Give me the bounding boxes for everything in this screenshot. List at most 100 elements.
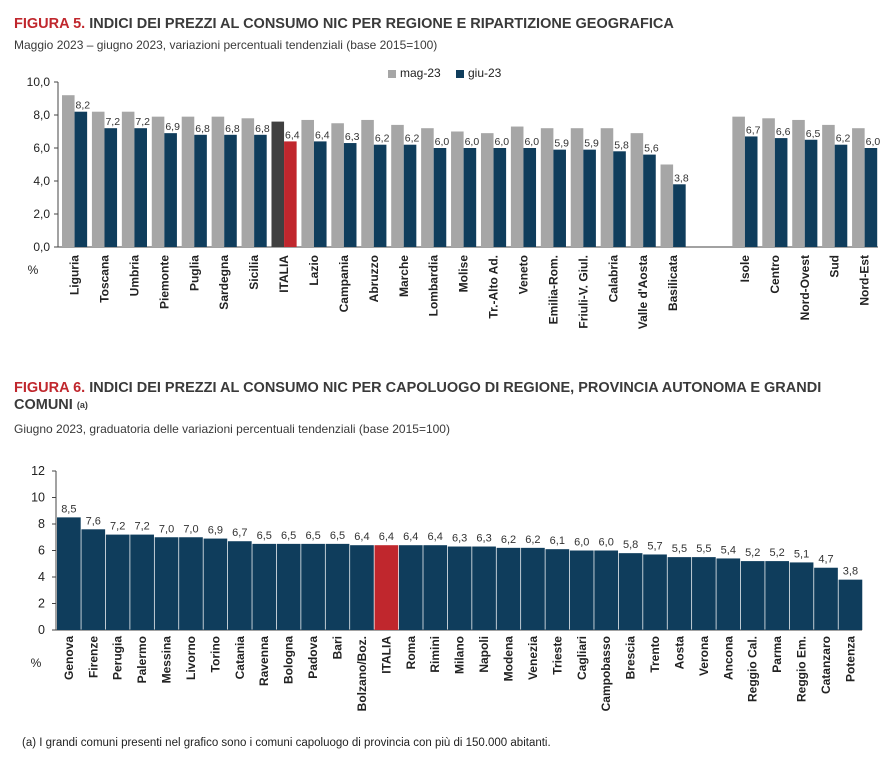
category-label: Veneto	[516, 255, 530, 294]
data-label: 7,0	[159, 523, 174, 535]
data-label: 7,6	[86, 515, 101, 527]
bar-Milano	[447, 546, 472, 630]
bar-Modena	[496, 547, 521, 630]
y-tick-label: 0,0	[33, 240, 50, 254]
bar-june-Emilia-Rom.	[553, 149, 566, 247]
data-label-june: 6,2	[836, 133, 851, 145]
bar-june-Puglia	[194, 134, 207, 247]
bar-june-Calabria	[613, 151, 626, 247]
bar-Reggio Em.	[789, 562, 814, 630]
bar-Campobasso	[594, 550, 619, 630]
bar-Torino	[203, 538, 228, 630]
category-label: Campobasso	[599, 636, 613, 711]
category-label: Perugia	[111, 636, 125, 680]
category-label: Parma	[770, 636, 784, 673]
bar-may-Calabria	[600, 128, 614, 247]
bar-Bari	[325, 543, 350, 630]
data-label: 6,4	[428, 531, 443, 543]
data-label: 6,5	[330, 530, 345, 542]
bar-Trieste	[545, 549, 570, 630]
category-label: Catanzaro	[819, 636, 833, 694]
data-label-june: 5,9	[584, 138, 599, 150]
bar-june-Centro	[774, 138, 788, 247]
data-label: 3,8	[843, 566, 858, 578]
category-label: Roma	[404, 636, 418, 670]
data-label-june: 6,5	[806, 128, 821, 140]
data-label: 6,4	[379, 531, 394, 543]
category-label: Friuli-V. Giul.	[576, 255, 590, 329]
category-label: Toscana	[97, 255, 111, 303]
data-label: 6,4	[354, 531, 369, 543]
data-label: 6,1	[550, 535, 565, 547]
bar-may-Nord-Est	[852, 128, 865, 247]
data-label: 5,5	[672, 543, 687, 555]
data-label-june: 6,2	[375, 133, 390, 145]
bar-june-Sardegna	[224, 134, 237, 247]
bar-Cagliari	[569, 550, 594, 630]
bar-Reggio Cal.	[740, 561, 765, 630]
category-label: Torino	[208, 636, 222, 672]
bar-june-Friuli-V. Giul.	[583, 149, 596, 247]
bar-may-Toscana	[91, 111, 105, 247]
figure5-chart: 0,0 2,0 4,0 6,0 8,0 10,0% mag-23 giu-23 8,2 Ligur…	[27, 66, 881, 329]
legend-swatch-june	[456, 70, 464, 78]
data-label-june: 5,9	[554, 138, 569, 150]
category-label: Cagliari	[575, 636, 589, 680]
figure5-number: FIGURA 5.	[14, 16, 86, 32]
bar-june-Sicilia	[254, 134, 267, 247]
data-label: 6,7	[232, 527, 247, 539]
data-label: 6,4	[403, 531, 418, 543]
data-label: 8,5	[61, 503, 76, 515]
figure5-title: FIGURA 5. INDICI DEI PREZZI AL CONSUMO N…	[14, 16, 874, 33]
category-label: Livorno	[184, 636, 198, 680]
y-tick-label: 4,0	[33, 174, 50, 188]
data-label: 5,2	[770, 547, 785, 559]
bar-june-Veneto	[523, 148, 537, 247]
figure6-title: FIGURA 6. INDICI DEI PREZZI AL CONSUMO N…	[14, 380, 874, 414]
bar-Genova	[57, 517, 81, 630]
bar-Bolzano/Boz.	[350, 545, 374, 630]
category-label: Catania	[233, 636, 247, 680]
bar-may-Campania	[331, 123, 344, 247]
category-label: Nord-Est	[858, 255, 872, 306]
y-tick-label: 2	[38, 597, 45, 611]
category-label: Umbria	[127, 255, 141, 297]
data-label: 4,7	[818, 554, 833, 566]
data-label: 6,0	[574, 537, 589, 549]
data-label-june: 6,0	[495, 136, 510, 148]
y-tick-label: 0	[38, 623, 45, 637]
bar-Rimini	[423, 545, 448, 630]
bar-Firenze	[81, 529, 106, 630]
data-label: 7,0	[183, 523, 198, 535]
bar-may-Valle d'Aosta	[630, 133, 644, 247]
data-label: 6,0	[599, 537, 614, 549]
category-label: Padova	[306, 636, 320, 679]
bar-may-Veneto	[510, 126, 524, 247]
bar-june-Lazio	[313, 141, 327, 247]
bar-june-Nord-Est	[864, 148, 878, 247]
category-label: Liguria	[68, 255, 82, 295]
bar-june-Sud	[834, 144, 848, 247]
bar-june-Toscana	[104, 128, 118, 247]
bar-Catanzaro	[814, 567, 838, 630]
data-label-june: 6,7	[746, 124, 761, 136]
category-label: Ravenna	[257, 636, 271, 686]
data-label: 5,2	[745, 547, 760, 559]
bar-Verona	[692, 557, 716, 630]
bar-may-Isole	[732, 116, 745, 248]
data-label: 6,9	[208, 525, 223, 537]
y-tick-label: 4	[38, 570, 45, 584]
y-tick-label: 8,0	[33, 108, 50, 122]
category-label: Sud	[828, 255, 842, 278]
category-label: Reggio Em.	[795, 636, 809, 702]
category-label: ITALIA	[379, 636, 393, 674]
bar-may-Molise	[451, 131, 464, 247]
bar-ITALIA	[374, 545, 399, 630]
figure6-chart: 0 2 4 6 8 10 12% 8,5 Genova 7,6 Firenze 7,2 Perugia 7…	[31, 464, 863, 711]
category-label: Centro	[768, 255, 782, 294]
figure5-title-text: INDICI DEI PREZZI AL CONSUMO NIC PER REG…	[89, 16, 674, 32]
bar-Venezia	[521, 547, 545, 630]
category-label: Bolzano/Boz.	[355, 636, 369, 711]
legend-swatch-may	[388, 70, 396, 78]
bar-Palermo	[130, 534, 154, 630]
